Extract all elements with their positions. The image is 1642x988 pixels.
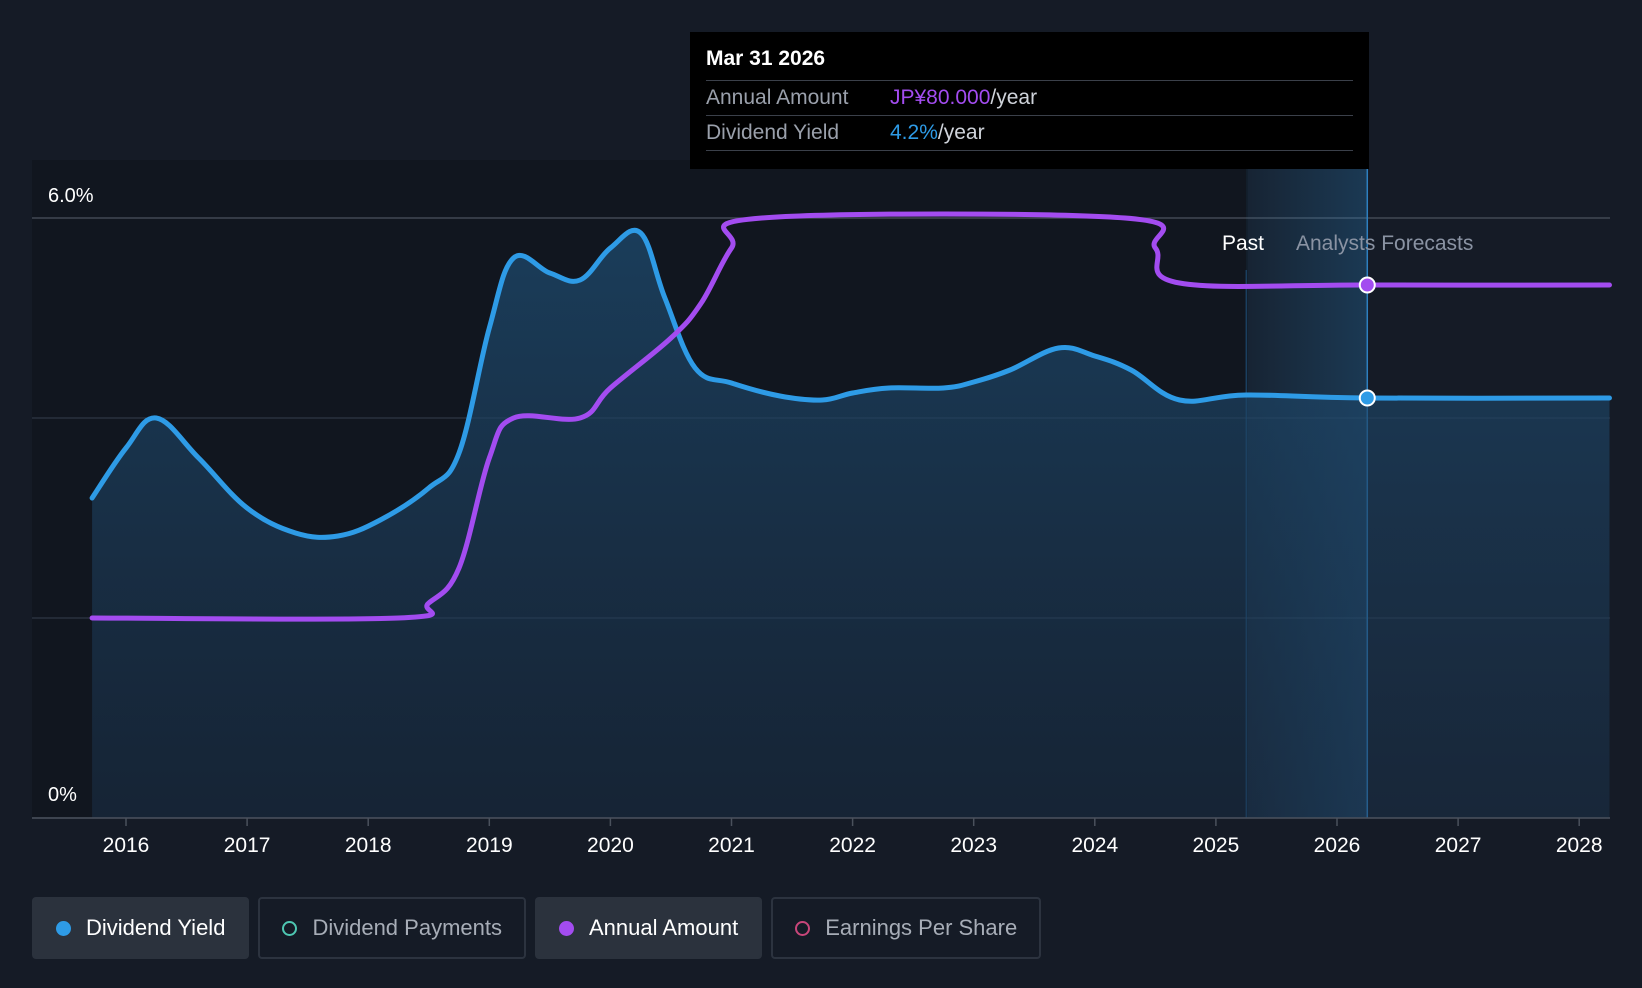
legend-dot-icon [795, 920, 811, 936]
x-tick-label: 2016 [103, 834, 150, 857]
x-tick-label: 2026 [1314, 834, 1361, 857]
tooltip-value: 4.2% [890, 121, 938, 144]
tooltip: Mar 31 2026 Annual Amount JP¥80.000 /yea… [690, 32, 1369, 169]
tooltip-value: JP¥80.000 [890, 86, 991, 109]
forecast-label: Analysts Forecasts [1296, 232, 1473, 255]
tooltip-unit: /year [937, 121, 985, 144]
x-tick-label: 2018 [345, 834, 392, 857]
tooltip-unit: /year [990, 86, 1038, 109]
x-tick-label: 2019 [466, 834, 513, 857]
tooltip-date: Mar 31 2026 [706, 46, 1353, 81]
x-tick-label: 2017 [224, 834, 271, 857]
y-label-top: 6.0% [48, 185, 94, 207]
tooltip-row-dividend-yield: Dividend Yield 4.2% /year [706, 116, 1353, 151]
legend-label: Annual Amount [588, 915, 739, 940]
x-tick-label: 2028 [1556, 834, 1603, 857]
legend-label: Dividend Payments [312, 915, 502, 940]
legend-dividend-payments[interactable]: Dividend Payments [258, 897, 526, 959]
legend-earnings-per-share[interactable]: Earnings Per Share [771, 897, 1042, 959]
legend-annual-amount[interactable]: Annual Amount [534, 897, 763, 959]
x-tick-label: 2027 [1435, 834, 1482, 857]
dividend-yield-line [89, 227, 1612, 540]
x-axis-ticks: 2016 2017 2018 2019 2020 2021 2022 2023 2024 2025… [103, 818, 1603, 857]
x-tick-label: 2023 [950, 834, 997, 857]
annual-amount-line [89, 211, 1612, 622]
legend-dot-icon [282, 920, 298, 936]
legend-dot-icon [558, 920, 574, 936]
legend-label: Earnings Per Share [825, 915, 1018, 940]
legend-dividend-yield[interactable]: Dividend Yield [32, 897, 250, 959]
past-label: Past [1222, 232, 1264, 255]
dividend-yield-marker[interactable] [1358, 389, 1376, 407]
tooltip-label: Annual Amount [706, 86, 849, 109]
tooltip-row-annual-amount: Annual Amount JP¥80.000 /year [706, 81, 1353, 116]
legend-label: Dividend Yield [86, 915, 226, 940]
annual-amount-marker[interactable] [1358, 276, 1376, 294]
legend-dot-icon [56, 920, 71, 936]
dividend-yield-area [92, 230, 1610, 818]
x-tick-label: 2024 [1071, 834, 1118, 857]
x-tick-label: 2020 [587, 834, 634, 857]
x-tick-label: 2025 [1193, 834, 1240, 857]
x-tick-label: 2021 [708, 834, 755, 857]
y-label-bottom: 0% [48, 784, 77, 806]
x-tick-label: 2022 [829, 834, 876, 857]
tooltip-label: Dividend Yield [706, 121, 840, 144]
legend: Dividend Yield Dividend Payments Annual … [32, 897, 1042, 959]
